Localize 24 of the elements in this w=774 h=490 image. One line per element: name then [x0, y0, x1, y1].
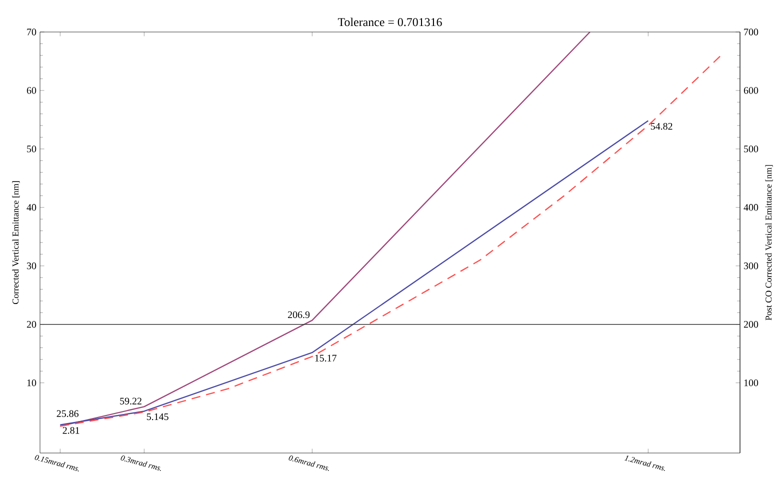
- y2-axis-title: Post CO Corrected Vertical Emittance [nm]: [765, 165, 773, 320]
- y2-tick-label: 400: [744, 204, 758, 211]
- y-tick-label: 10: [27, 379, 36, 386]
- data-label: 206.9: [288, 311, 310, 318]
- y2-tick-label: 700: [744, 28, 758, 36]
- y-axis-title: Corrected Vertical Emittance [nm]: [12, 181, 20, 304]
- data-label: 2.81: [62, 427, 80, 434]
- y2-tick-label: 300: [744, 262, 758, 270]
- data-label: 54.82: [650, 122, 672, 130]
- data-label: 25.86: [56, 410, 78, 418]
- data-label: 15.17: [315, 354, 336, 362]
- y2-tick-label: 500: [744, 146, 758, 152]
- y-tick-label: 20: [26, 321, 36, 328]
- y2-tick-label: 100: [744, 379, 758, 386]
- y2-tick-label: 200: [744, 321, 758, 328]
- data-label: 5.145: [146, 413, 168, 420]
- data-label: 59.22: [120, 398, 142, 404]
- y-tick-label: 60: [26, 87, 36, 94]
- y-tick-label: 30: [27, 262, 36, 270]
- chart-subtitle: Tolerance = 0.701316: [338, 18, 442, 26]
- y-tick-label: 50: [27, 146, 36, 152]
- y-tick-label: 70: [27, 28, 36, 36]
- y-tick-label: 40: [26, 204, 36, 211]
- y2-tick-label: 600: [744, 87, 758, 94]
